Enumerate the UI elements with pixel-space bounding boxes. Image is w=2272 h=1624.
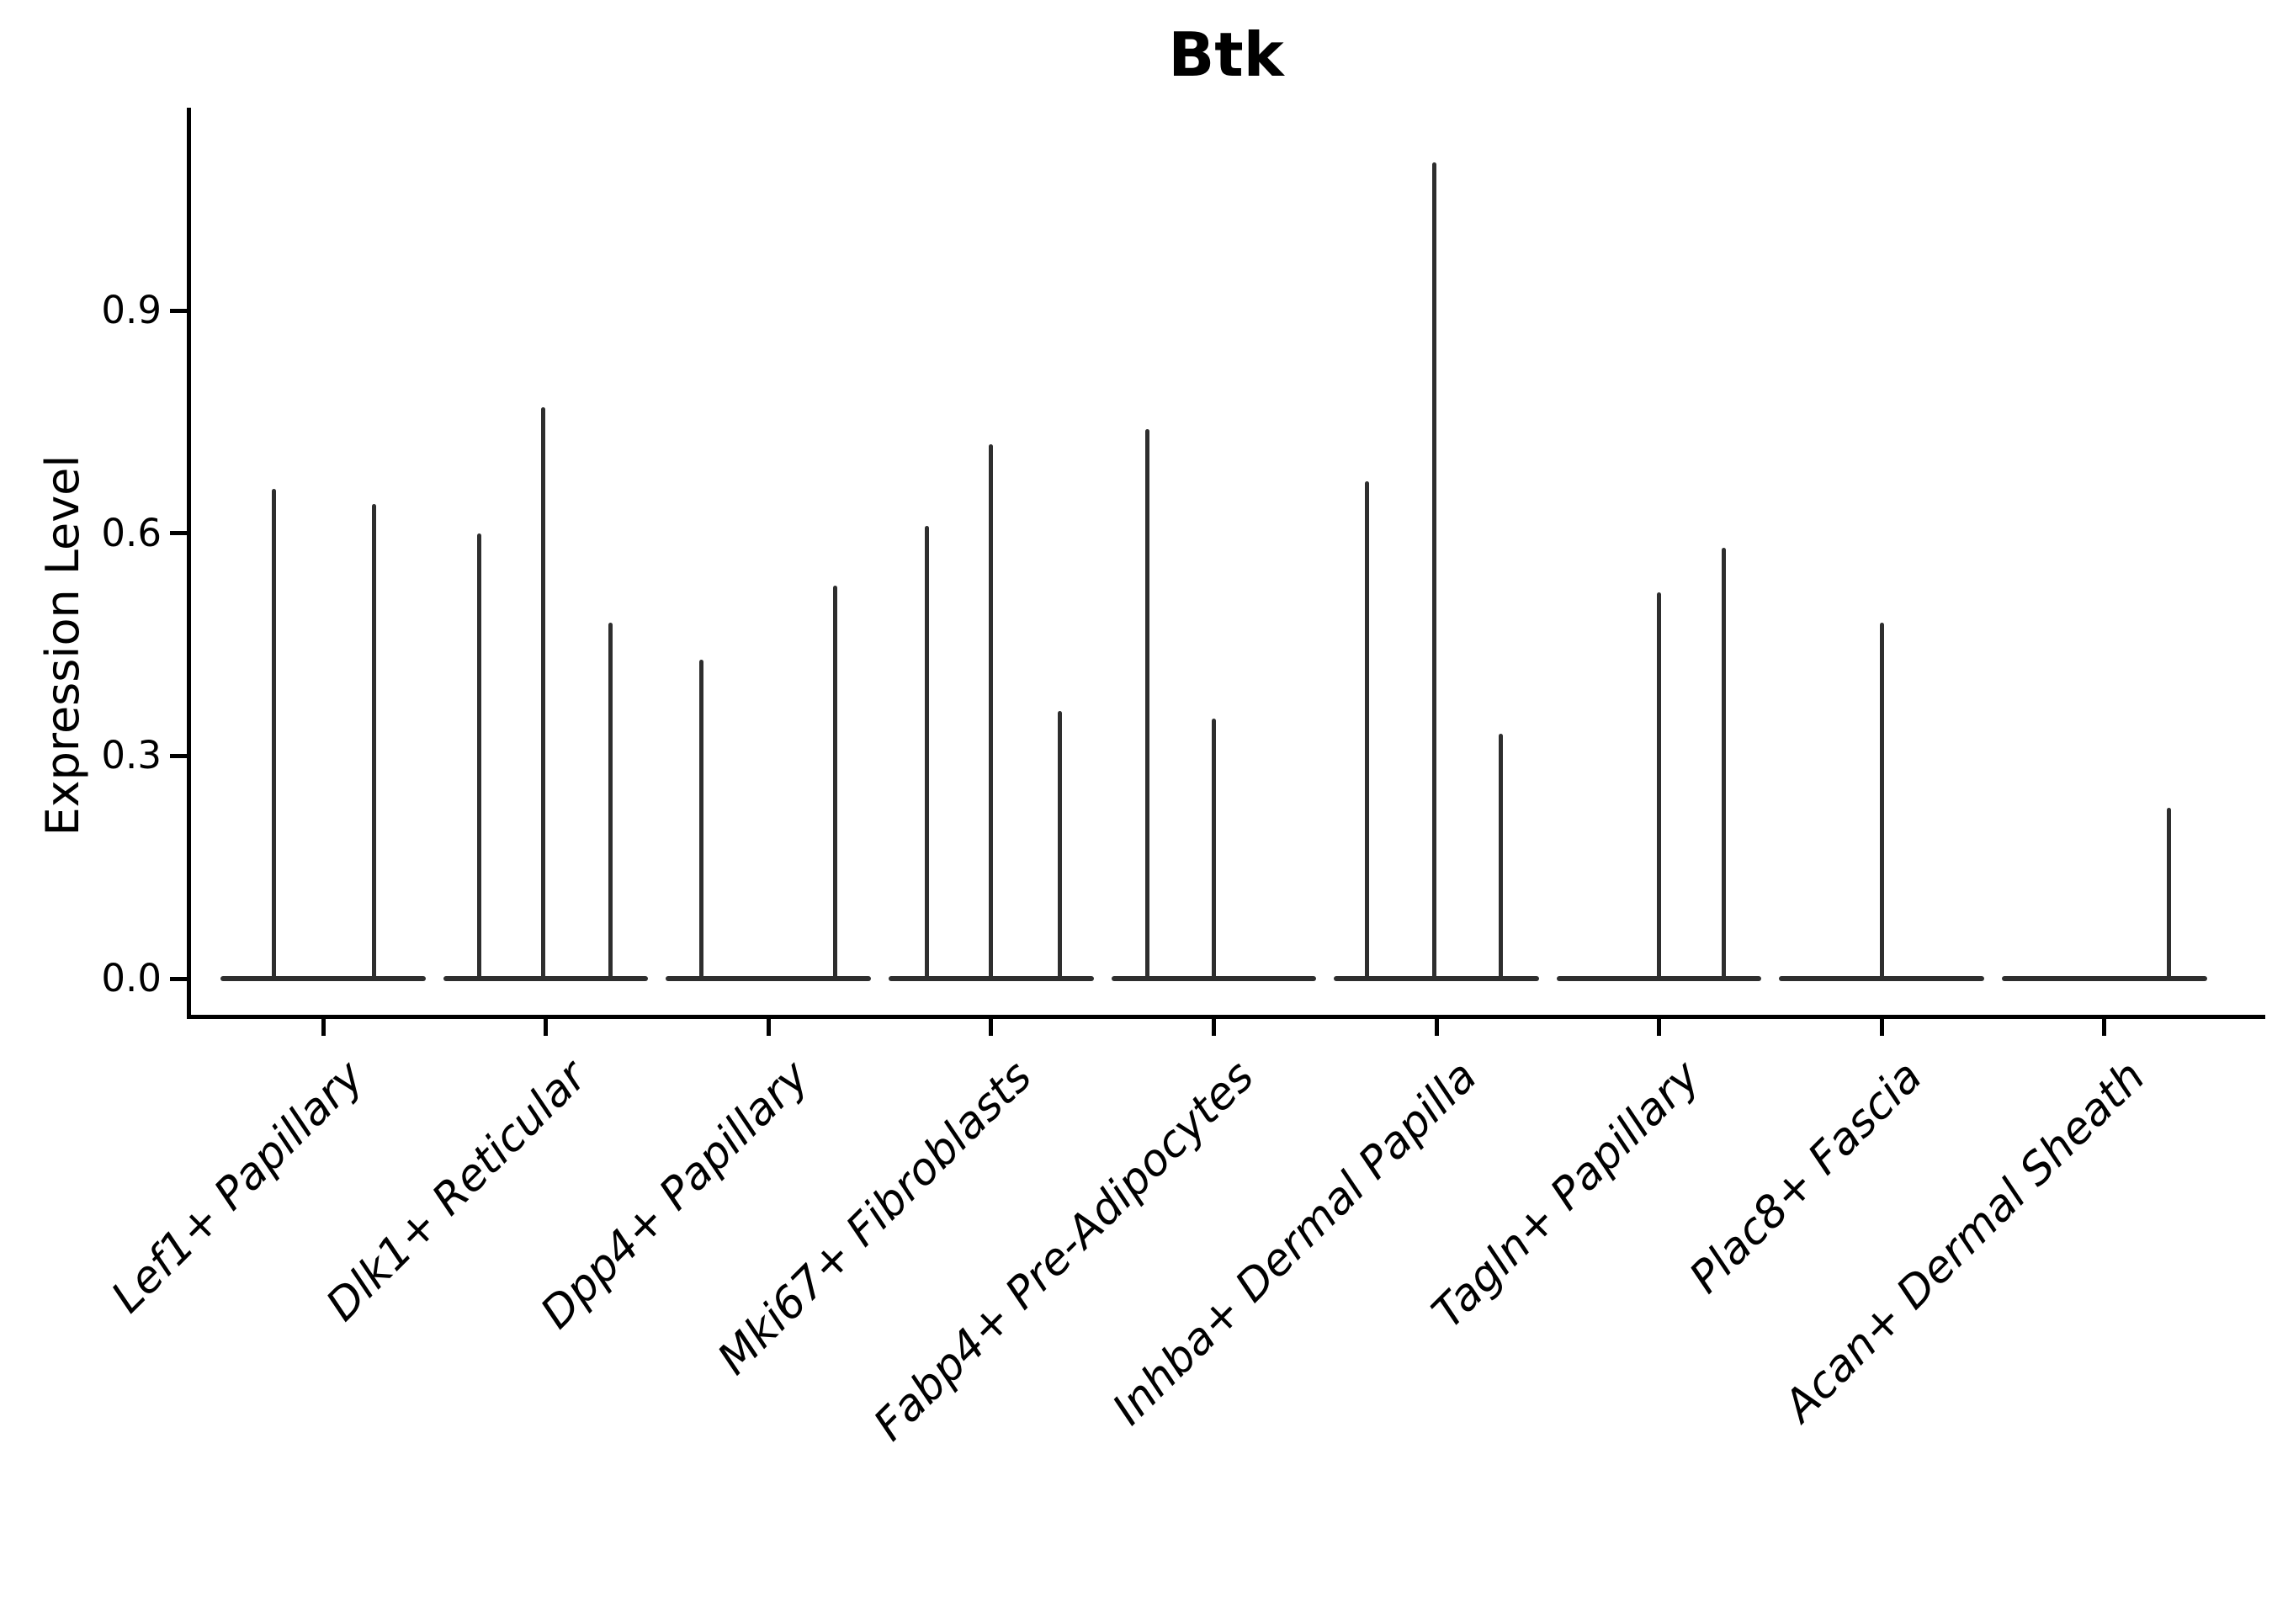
y-tick-mark xyxy=(170,753,187,758)
violin-baseline xyxy=(666,976,871,981)
y-tick-label: 0.9 xyxy=(101,288,162,333)
violin-spike xyxy=(1721,548,1726,981)
violin-spike xyxy=(608,622,613,981)
violin-spike xyxy=(1211,719,1216,981)
violin-spike xyxy=(1365,481,1370,981)
violin-spike xyxy=(989,443,994,981)
violin-spike xyxy=(1144,429,1149,981)
x-tick-mark xyxy=(1434,1019,1439,1036)
x-tick-mark xyxy=(766,1019,771,1036)
violin-baseline xyxy=(443,976,649,981)
violin-figure: Btk Expression Level 0.0 0.3 0.6 0.9 Lef1+ … xyxy=(36,19,2265,1451)
y-tick-mark xyxy=(170,976,187,981)
y-tick-label: 0.0 xyxy=(101,956,162,1000)
violin-spike xyxy=(833,585,838,981)
y-axis-line xyxy=(187,108,191,1019)
y-tick-label: 0.6 xyxy=(101,510,162,555)
violin-spike xyxy=(1499,733,1504,981)
violin-spike xyxy=(541,406,546,981)
violin-baseline xyxy=(1334,976,1539,981)
y-tick-mark xyxy=(170,308,187,313)
violin-spike xyxy=(924,525,929,981)
x-tick-mark xyxy=(1211,1019,1216,1036)
x-tick-mark xyxy=(989,1019,994,1036)
x-tick-mark xyxy=(544,1019,549,1036)
violin-spike xyxy=(476,533,481,981)
x-axis-line xyxy=(187,1015,2265,1019)
violin-spike xyxy=(272,488,277,981)
violin-spike xyxy=(2167,808,2172,981)
violin-baseline xyxy=(2002,976,2207,981)
x-tick-mark xyxy=(1879,1019,1884,1036)
y-axis-title: Expression Level xyxy=(36,454,89,836)
violin-spike xyxy=(372,503,377,981)
violin-baseline xyxy=(220,976,426,981)
y-tick-mark xyxy=(170,531,187,536)
chart-title: Btk xyxy=(1168,19,1284,90)
x-tick-mark xyxy=(321,1019,326,1036)
violin-spike xyxy=(1058,711,1063,981)
y-tick-label: 0.3 xyxy=(101,733,162,778)
x-tick-mark xyxy=(2102,1019,2107,1036)
violin-spike xyxy=(1657,592,1662,981)
violin-spike xyxy=(1431,162,1436,981)
violin-spike xyxy=(1879,622,1884,981)
x-tick-mark xyxy=(1657,1019,1662,1036)
violin-spike xyxy=(699,659,704,981)
